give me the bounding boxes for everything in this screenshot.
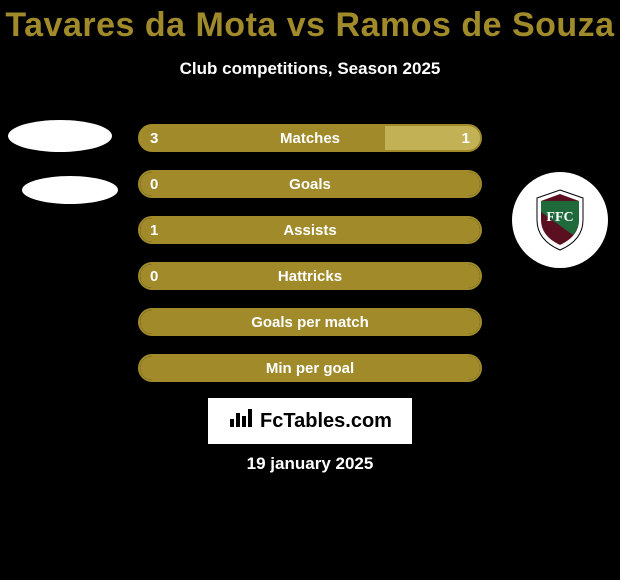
- fctables-label: FcTables.com: [260, 410, 392, 433]
- player-oval: [8, 120, 112, 152]
- stat-bar: Goals per match: [138, 308, 482, 336]
- stat-bar: Min per goal: [138, 354, 482, 382]
- fctables-chart-icon: [228, 407, 254, 435]
- stat-bar-label: Hattricks: [140, 264, 480, 288]
- stat-bar: Matches3 1: [138, 124, 482, 152]
- stat-bar: Assists1: [138, 216, 482, 244]
- stat-left-value: 3: [150, 126, 158, 150]
- stat-bar: Goals0: [138, 170, 482, 198]
- player-oval: [22, 176, 118, 204]
- stat-bar: Hattricks0: [138, 262, 482, 290]
- club-crest: FFC: [512, 172, 608, 268]
- comparison-bars: Matches31Goals0Assists1Hattricks0Goals p…: [138, 124, 482, 400]
- club-shield-icon: FFC: [533, 188, 587, 252]
- stat-left-value: 0: [150, 172, 158, 196]
- stat-bar-label: Assists: [140, 218, 480, 242]
- stat-bar-label: Goals per match: [140, 310, 480, 334]
- svg-text:FFC: FFC: [546, 210, 573, 225]
- stat-left-value: 0: [150, 264, 158, 288]
- stat-bar-label: Min per goal: [140, 356, 480, 380]
- page-title: Tavares da Mota vs Ramos de Souza: [0, 0, 620, 45]
- fctables-badge[interactable]: FcTables.com: [208, 398, 412, 444]
- subtitle: Club competitions, Season 2025: [0, 59, 620, 79]
- stat-left-value: 1: [150, 218, 158, 242]
- stat-right-value: 1: [462, 126, 470, 150]
- stat-bar-label: Goals: [140, 172, 480, 196]
- date-line: 19 january 2025: [0, 454, 620, 474]
- stat-bar-label: Matches: [140, 126, 480, 150]
